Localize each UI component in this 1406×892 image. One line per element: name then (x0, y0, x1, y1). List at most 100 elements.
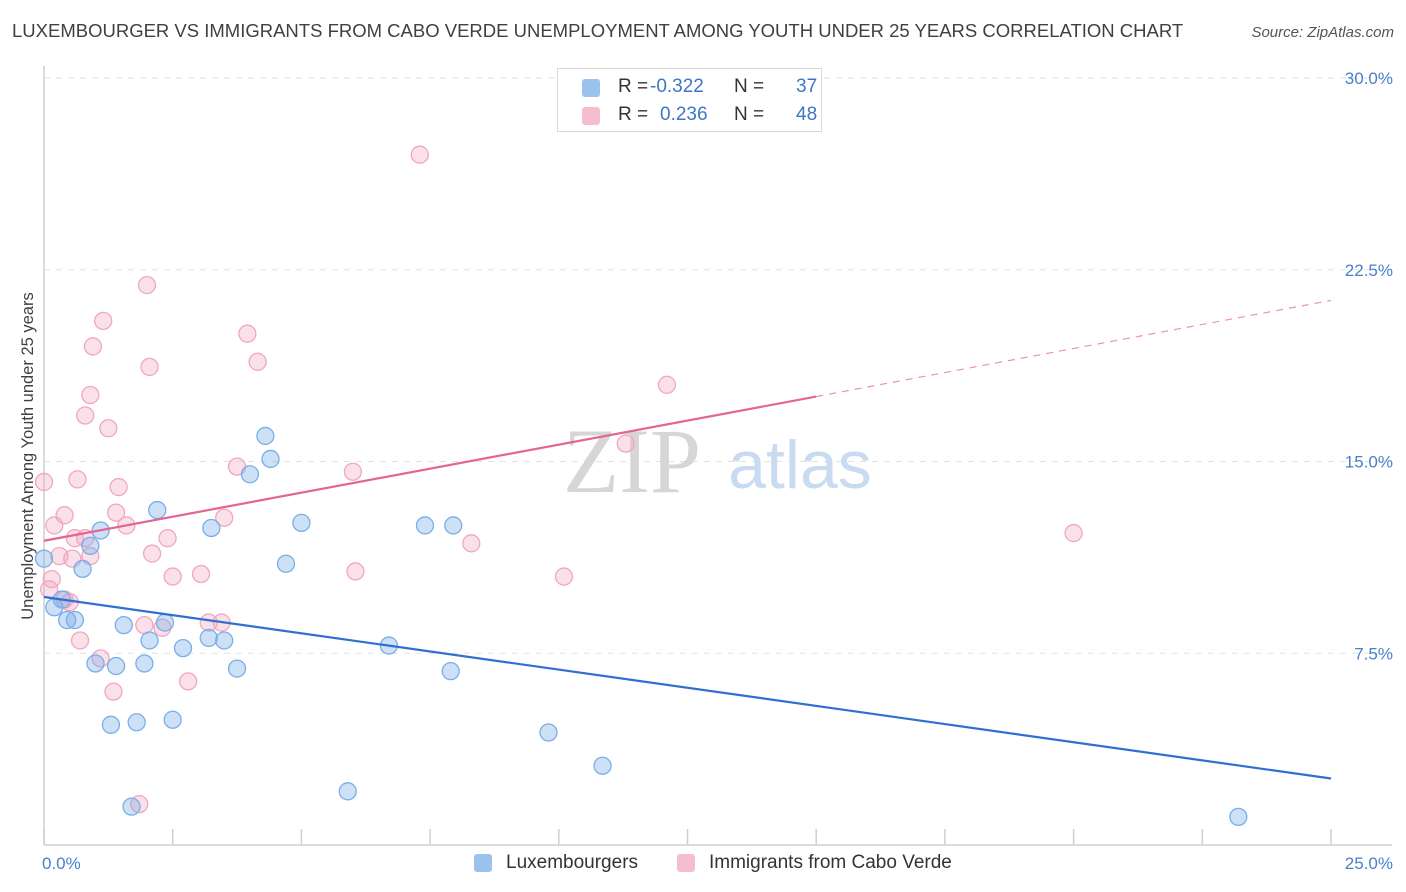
cabo-verde-trend-line-extension (816, 299, 1332, 398)
luxembourger-point (58, 610, 77, 630)
luxembourger-point (73, 559, 92, 579)
luxembourger-point (415, 516, 435, 535)
legend-swatch-luxembourgers (582, 79, 600, 97)
luxembourger-point (1229, 807, 1248, 827)
x-tick-label: 0.0% (42, 854, 81, 873)
luxembourger-point (215, 631, 234, 650)
cabo-verde-point (109, 477, 128, 497)
legend-r-label: R = (618, 76, 649, 97)
cabo-verde-trend-line (43, 395, 817, 542)
watermark-zip: ZIP (563, 410, 701, 512)
trend-lines (43, 299, 1332, 780)
bottom-legend-label-luxembourgers: Luxembourgers (506, 852, 639, 873)
tick-labels: 7.5% 15.0% 22.5% 30.0% 0.0% 25.0% (42, 69, 1393, 873)
bottom-legend-label-cabo-verde: Immigrants from Cabo Verde (709, 852, 952, 873)
luxembourger-point (81, 536, 100, 556)
cabo-verde-point (462, 534, 481, 553)
luxembourger-point (122, 797, 141, 816)
luxembourger-point (34, 549, 54, 568)
luxembourger-point (227, 659, 247, 678)
luxembourger-point (163, 710, 182, 729)
luxembourger-point (261, 449, 280, 469)
cabo-verde-point (346, 562, 365, 581)
cabo-verde-point (238, 324, 257, 343)
cabo-verde-point (554, 567, 574, 586)
luxembourger-point (338, 782, 357, 801)
cabo-verde-point (99, 419, 118, 438)
cabo-verde-point (91, 649, 110, 668)
cabo-verde-point (94, 311, 113, 331)
cabo-verde-point (135, 615, 154, 635)
cabo-verde-point (70, 631, 90, 650)
cabo-verde-point (616, 434, 635, 453)
luxembourger-point (127, 713, 146, 732)
luxembourger-point (256, 426, 275, 446)
cabo-verde-point (248, 352, 267, 371)
gridlines (44, 77, 1392, 654)
cabo-verde-point (104, 682, 123, 701)
luxembourger-point (593, 756, 612, 775)
luxembourger-point (240, 465, 260, 484)
luxembourger-point (135, 654, 154, 673)
cabo-verde-point (140, 357, 159, 377)
watermark-atlas: atlas (728, 427, 872, 503)
legend-r-label: R = (618, 104, 649, 125)
series-luxembourgers-points (34, 426, 1248, 827)
bottom-legend-swatch-luxembourgers (474, 854, 492, 872)
cabo-verde-point (199, 613, 218, 632)
luxembourger-point (199, 628, 218, 648)
legend-n-label: N = (734, 104, 765, 125)
chart-source: Source: ZipAtlas.com (1251, 24, 1394, 41)
cabo-verde-point (163, 567, 182, 586)
cabo-verde-point (81, 385, 100, 405)
cabo-verde-point (83, 337, 103, 356)
cabo-verde-point (68, 470, 87, 489)
legend-swatch-cabo-verde (582, 107, 600, 125)
luxembourger-point (155, 613, 175, 632)
cabo-verde-point (34, 472, 54, 492)
y-tick-label: 22.5% (1345, 261, 1393, 280)
cabo-verde-point (142, 544, 162, 563)
luxembourger-point (441, 661, 460, 681)
cabo-verde-point (343, 462, 363, 481)
cabo-verde-point (76, 406, 95, 425)
y-tick-label: 7.5% (1354, 644, 1393, 663)
luxembourger-point (140, 631, 159, 650)
legend-r-value: 0.236 (660, 104, 708, 125)
watermark: ZIP atlas (563, 410, 872, 512)
cabo-verde-point (191, 564, 211, 584)
cabo-verde-point (153, 618, 172, 637)
cabo-verde-point (55, 506, 74, 525)
cabo-verde-point (158, 529, 177, 548)
luxembourger-point (86, 654, 105, 673)
legend-r-value: -0.322 (650, 76, 704, 97)
luxembourger-point (292, 513, 311, 533)
x-tick-label: 25.0% (1345, 854, 1393, 873)
bottom-legend-swatch-cabo-verde (677, 854, 695, 872)
y-tick-label: 15.0% (1345, 453, 1393, 472)
luxembourger-point (148, 500, 167, 520)
y-tick-label: 30.0% (1345, 69, 1393, 88)
cabo-verde-point (106, 503, 126, 522)
legend-n-label: N = (734, 76, 765, 97)
luxembourger-point (101, 715, 121, 734)
correlation-legend: R = -0.322 N = 37 R = 0.236 N = 48 (557, 68, 822, 132)
luxembourger-point (539, 723, 558, 742)
legend-n-value: 48 (796, 104, 818, 125)
luxembourger-point (202, 518, 221, 538)
cabo-verde-point (178, 672, 198, 691)
y-axis-label: Unemployment Among Youth under 25 years (19, 292, 37, 619)
luxembourger-point (173, 638, 193, 658)
luxembourger-point (65, 610, 85, 630)
cabo-verde-point (137, 275, 157, 295)
cabo-verde-point (1064, 523, 1083, 543)
cabo-verde-point (42, 569, 61, 589)
luxembourger-point (114, 615, 133, 635)
luxembourger-point (276, 554, 296, 573)
legend-n-value: 37 (796, 76, 818, 97)
luxembourger-point (106, 656, 126, 676)
series-cabo-verde-points (34, 145, 1083, 814)
luxembourger-point (444, 516, 463, 535)
luxembourgers-trend-line (43, 595, 1332, 780)
